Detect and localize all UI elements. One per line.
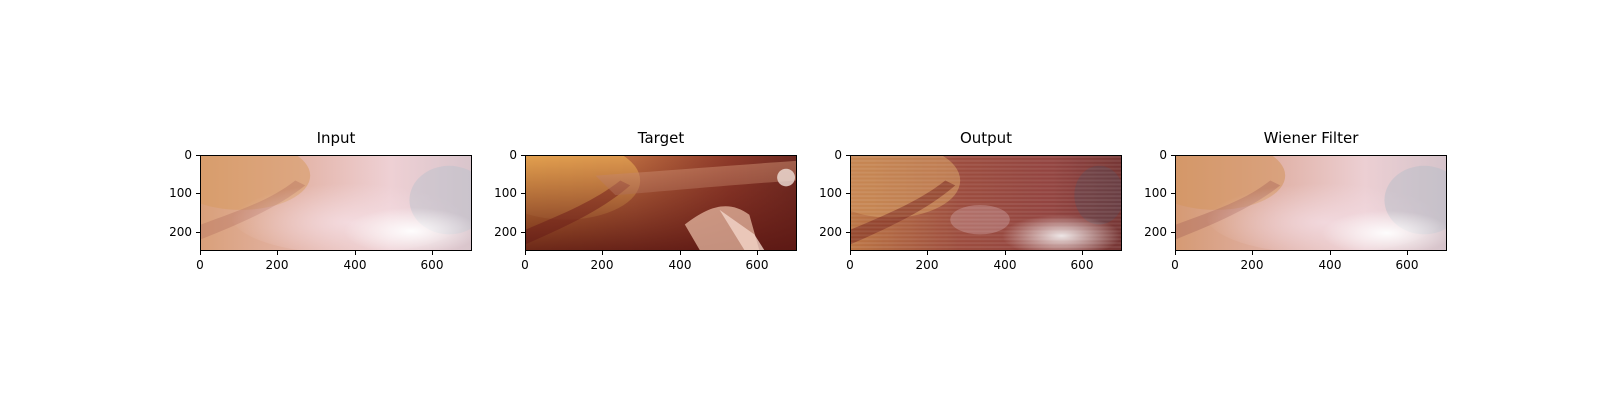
y-tick-label: 0 [1159,148,1167,162]
panel-title: Input [316,129,356,147]
x-tick-label: 400 [1318,258,1342,272]
x-tick-label: 0 [521,258,529,272]
y-tick-label: 200 [819,225,842,239]
x-tick-label: 400 [343,258,367,272]
x-tick-label: 0 [1171,258,1179,272]
y-tick-label: 0 [834,148,842,162]
x-tick-label: 200 [590,258,614,272]
x-tick-label: 200 [915,258,939,272]
hazy-scene-image [201,156,471,250]
x-tick-label: 200 [1240,258,1264,272]
x-tick-label: 600 [1070,258,1094,272]
image-input [200,155,472,251]
x-tick-label: 400 [993,258,1017,272]
clear-scene-image [526,156,796,250]
panel-title: Output [959,129,1013,147]
y-tick-label: 200 [169,225,192,239]
image-wiener-filter [1175,155,1447,251]
x-tick-label: 0 [196,258,204,272]
panel-title: Target [637,129,685,147]
y-tick-label: 0 [184,148,192,162]
x-tick-label: 600 [745,258,769,272]
x-tick-label: 400 [668,258,692,272]
image-target [525,155,797,251]
x-tick-label: 0 [846,258,854,272]
y-tick-label: 100 [819,186,842,200]
dehazed-scene-image [851,156,1121,250]
y-tick-label: 100 [1144,186,1167,200]
panel-title: Wiener Filter [1263,129,1359,147]
y-tick-label: 200 [494,225,517,239]
y-tick-label: 200 [1144,225,1167,239]
wiener-scene-image [1176,156,1446,250]
x-tick-label: 200 [265,258,289,272]
y-tick-label: 100 [169,186,192,200]
y-tick-label: 0 [509,148,517,162]
x-tick-label: 600 [1395,258,1419,272]
x-tick-label: 600 [420,258,444,272]
image-output [850,155,1122,251]
y-tick-label: 100 [494,186,517,200]
